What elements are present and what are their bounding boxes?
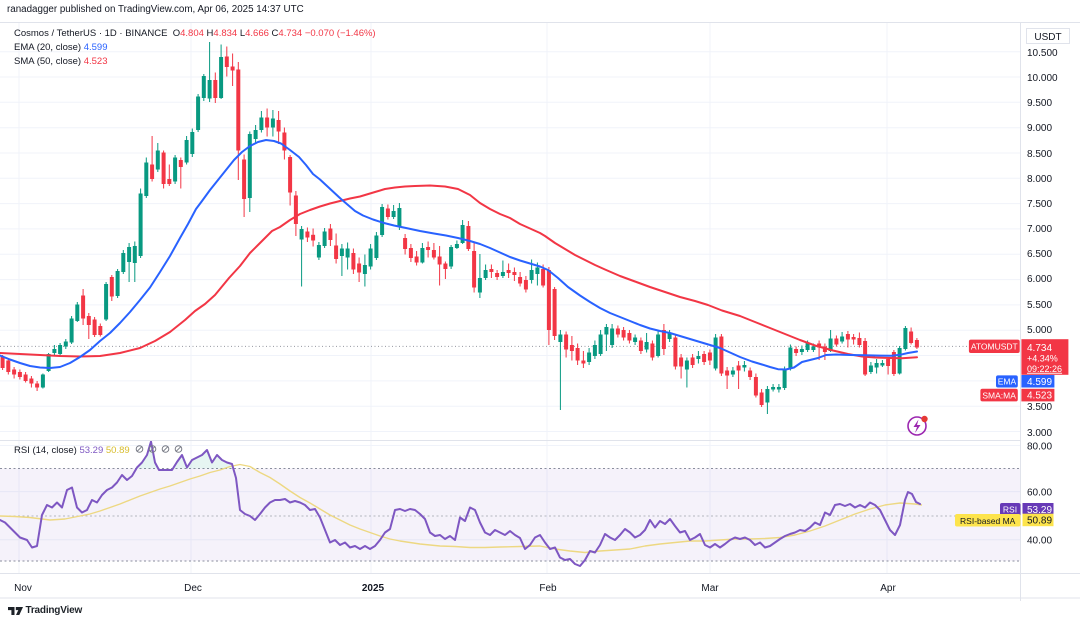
svg-text:RSI-based MA: RSI-based MA bbox=[960, 516, 1016, 526]
svg-text:3.000: 3.000 bbox=[1027, 428, 1052, 439]
svg-text:RSI: RSI bbox=[1003, 505, 1017, 515]
svg-text:4.523: 4.523 bbox=[1027, 391, 1052, 402]
svg-text:8.000: 8.000 bbox=[1027, 174, 1052, 185]
svg-text:Apr: Apr bbox=[880, 583, 896, 594]
svg-text:Dec: Dec bbox=[184, 583, 202, 594]
svg-text:6.500: 6.500 bbox=[1027, 249, 1052, 260]
svg-text:4.599: 4.599 bbox=[1027, 377, 1052, 388]
svg-text:53.29: 53.29 bbox=[1027, 505, 1052, 516]
svg-text:EMA: EMA bbox=[998, 377, 1017, 387]
svg-text:6.000: 6.000 bbox=[1027, 274, 1052, 285]
svg-text:Feb: Feb bbox=[539, 583, 557, 594]
svg-text:3.500: 3.500 bbox=[1027, 402, 1052, 413]
svg-text:50.89: 50.89 bbox=[1027, 516, 1052, 527]
svg-text:ATOMUSDT: ATOMUSDT bbox=[971, 341, 1018, 351]
svg-text:5.500: 5.500 bbox=[1027, 300, 1052, 311]
svg-text:9.000: 9.000 bbox=[1027, 123, 1052, 134]
svg-text:8.500: 8.500 bbox=[1027, 149, 1052, 160]
svg-text:USDT: USDT bbox=[1034, 32, 1061, 43]
svg-text:80.00: 80.00 bbox=[1027, 442, 1052, 453]
svg-text:10.000: 10.000 bbox=[1027, 73, 1058, 84]
svg-text:09:22:26: 09:22:26 bbox=[1027, 364, 1062, 374]
svg-text:4.734: 4.734 bbox=[1027, 343, 1052, 354]
svg-text:60.00: 60.00 bbox=[1027, 488, 1052, 499]
svg-text:5.000: 5.000 bbox=[1027, 325, 1052, 336]
svg-text:2025: 2025 bbox=[362, 583, 385, 594]
svg-text:9.500: 9.500 bbox=[1027, 98, 1052, 109]
svg-text:SMA:MA: SMA:MA bbox=[982, 390, 1016, 400]
svg-text:40.00: 40.00 bbox=[1027, 536, 1052, 547]
svg-text:Nov: Nov bbox=[14, 583, 32, 594]
svg-text:+4.34%: +4.34% bbox=[1027, 354, 1058, 364]
svg-text:7.500: 7.500 bbox=[1027, 199, 1052, 210]
svg-text:Mar: Mar bbox=[701, 583, 719, 594]
svg-text:7.000: 7.000 bbox=[1027, 224, 1052, 235]
svg-text:10.500: 10.500 bbox=[1027, 48, 1058, 59]
